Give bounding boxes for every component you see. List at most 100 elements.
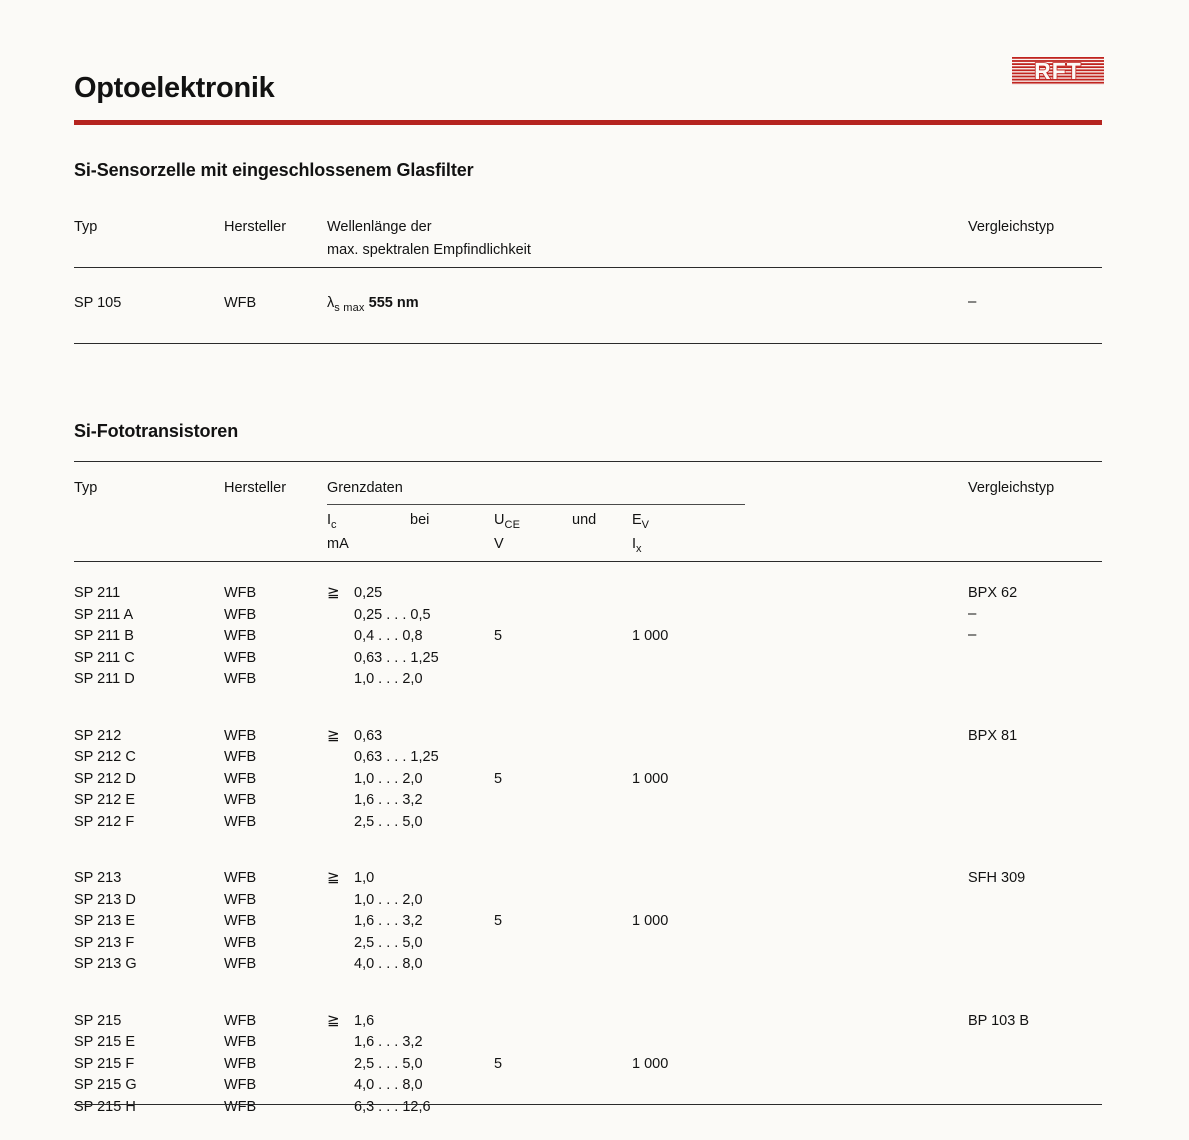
table2-cell-vergleichstyp: – xyxy=(968,626,977,643)
grenzdaten-sub-rule xyxy=(327,504,745,505)
table2-cell-ic: 0,25 . . . 0,5 xyxy=(354,606,431,623)
rft-logo: RFT xyxy=(1012,57,1104,85)
table2-cell-ic: 1,6 . . . 3,2 xyxy=(354,792,423,808)
table2-cell-hersteller: WFB xyxy=(224,870,257,886)
table2-cell-hersteller: WFB xyxy=(224,727,257,744)
table2-cell-typ: SP 211 xyxy=(74,585,121,601)
ic-subscript: c xyxy=(331,518,337,531)
table2-cell-typ: SP 215 H xyxy=(74,1098,136,1115)
table2-cell-uce: 5 xyxy=(494,913,503,929)
ev-symbol: E xyxy=(632,512,642,528)
table2-unit-ev: Ix xyxy=(632,537,642,555)
table2-cell-typ: SP 213 D xyxy=(74,891,136,908)
table2-cell-vergleichstyp: BPX 81 xyxy=(968,727,1018,744)
table2-cell-hersteller: WFB xyxy=(224,934,257,951)
table2-cell-hersteller: WFB xyxy=(224,913,257,929)
table2-cell-uce: 5 xyxy=(494,1055,503,1072)
table2-cell-typ: SP 215 G xyxy=(74,1077,137,1093)
lambda-symbol: λ xyxy=(327,295,335,311)
table2-cell-hersteller: WFB xyxy=(224,891,257,908)
table2-cell-typ: SP 213 xyxy=(74,870,122,886)
table2-cell-typ: SP 213 E xyxy=(74,913,136,929)
table2-subheader-uce: UCE xyxy=(494,513,520,531)
table2-cell-ic: 0,25 xyxy=(354,585,383,601)
table2-cell-uce: 5 xyxy=(494,770,503,787)
ev-subscript: V xyxy=(641,518,650,531)
table2-top-rule xyxy=(74,461,1102,462)
table2-cell-vergleichstyp: – xyxy=(968,604,977,622)
table2-cell-uce: 5 xyxy=(494,628,503,644)
table2-header-vergleichstyp: Vergleichstyp xyxy=(968,480,1055,496)
table2-cell-typ: SP 211 C xyxy=(74,649,135,666)
table2-cell-vergleichstyp: SFH 309 xyxy=(968,870,1026,886)
table1-header-typ: Typ xyxy=(74,219,98,235)
table1-bottom-rule xyxy=(74,343,1102,344)
page-title: Optoelektronik xyxy=(74,72,275,104)
table2-cell-hersteller: WFB xyxy=(224,1098,257,1115)
table2-cell-ic: 2,5 . . . 5,0 xyxy=(354,934,423,951)
table2-cell-hersteller: WFB xyxy=(224,792,257,808)
table2-cell-typ: SP 211 B xyxy=(74,628,134,644)
table2-cell-hersteller: WFB xyxy=(224,628,257,644)
table2-cell-hersteller: WFB xyxy=(224,956,257,972)
table2-header-hersteller: Hersteller xyxy=(224,480,287,496)
table2-cell-hersteller: WFB xyxy=(224,1077,257,1093)
table2-cell-vergleichstyp: BPX 62 xyxy=(968,585,1018,601)
title-accent-rule xyxy=(74,120,1102,125)
table2-cell-hersteller: WFB xyxy=(224,1055,257,1072)
table2-cell-hersteller: WFB xyxy=(224,813,257,830)
table2-cell-typ: SP 212 E xyxy=(74,792,136,808)
table1-row-vergleichstyp: – xyxy=(968,293,977,310)
table2-cell-hersteller: WFB xyxy=(224,649,257,666)
table2-cell-ic: 1,6 . . . 3,2 xyxy=(354,913,423,929)
table2-cell-hersteller: WFB xyxy=(224,585,257,601)
table2-cell-ev: 1 000 xyxy=(632,1055,669,1072)
table2-cell-typ: SP 212 xyxy=(74,727,122,744)
table2-cell-ic: 1,0 . . . 2,0 xyxy=(354,770,423,787)
table2-cell-typ: SP 215 E xyxy=(74,1034,136,1050)
table2-header-typ: Typ xyxy=(74,480,98,496)
table2-cell-typ: SP 212 D xyxy=(74,770,136,787)
table2-cell-ic: 4,0 . . . 8,0 xyxy=(354,1077,423,1093)
table1-header-hersteller: Hersteller xyxy=(224,219,287,235)
table2-cell-hersteller: WFB xyxy=(224,770,257,787)
table2-header-grenzdaten: Grenzdaten xyxy=(327,480,403,496)
table1-row-hersteller: WFB xyxy=(224,295,257,311)
table2-subheader-bei: bei xyxy=(410,512,430,528)
table2-cell-ic: 2,5 . . . 5,0 xyxy=(354,813,423,830)
table2-cell-ic: 0,63 xyxy=(354,727,383,744)
table2-cell-typ: SP 213 F xyxy=(74,934,135,951)
table2-cell-hersteller: WFB xyxy=(224,671,257,687)
table2-cell-typ: SP 212 F xyxy=(74,813,135,830)
ix-symbol: I xyxy=(632,536,637,552)
table2-cell-ic: 1,0 . . . 2,0 xyxy=(354,671,423,687)
table1-row-wellenlaenge: λs max 555 nm xyxy=(327,296,419,314)
table2-unit-ic: mA xyxy=(327,536,349,552)
table2-cell-typ: SP 215 F xyxy=(74,1055,135,1072)
ic-symbol: I xyxy=(327,512,332,528)
table2-cell-ev: 1 000 xyxy=(632,913,669,929)
table2-cell-ev: 1 000 xyxy=(632,628,669,644)
table2-header-rule xyxy=(74,561,1102,562)
table2-subheader-und: und xyxy=(572,512,597,528)
table2-cell-typ: SP 215 xyxy=(74,1012,122,1029)
section-heading-sensorzelle: Si-Sensorzelle mit eingeschlossenem Glas… xyxy=(74,160,474,180)
uce-symbol: U xyxy=(494,512,505,528)
table1-header-vergleichstyp: Vergleichstyp xyxy=(968,219,1055,235)
table2-cell-hersteller: WFB xyxy=(224,606,257,623)
uce-subscript: CE xyxy=(504,518,521,531)
svg-text:RFT: RFT xyxy=(1034,58,1082,84)
table2-cell-ic: 1,6 xyxy=(354,1012,375,1029)
table2-cell-hersteller: WFB xyxy=(224,749,257,765)
table2-cell-ic: 0,4 . . . 0,8 xyxy=(354,628,423,644)
table1-header-wellenlaenge-1: Wellenlänge der xyxy=(327,219,432,235)
table2-bottom-rule xyxy=(74,1104,1102,1105)
table2-unit-uce: V xyxy=(494,536,504,552)
greater-equal-icon: ≧ xyxy=(327,726,341,744)
table2-cell-ic: 0,63 . . . 1,25 xyxy=(354,749,439,765)
table1-header-rule xyxy=(74,267,1102,268)
table1-header-wellenlaenge-2: max. spektralen Empfindlichkeit xyxy=(327,242,531,258)
ix-subscript: x xyxy=(636,542,642,555)
table2-cell-typ: SP 212 C xyxy=(74,749,136,765)
